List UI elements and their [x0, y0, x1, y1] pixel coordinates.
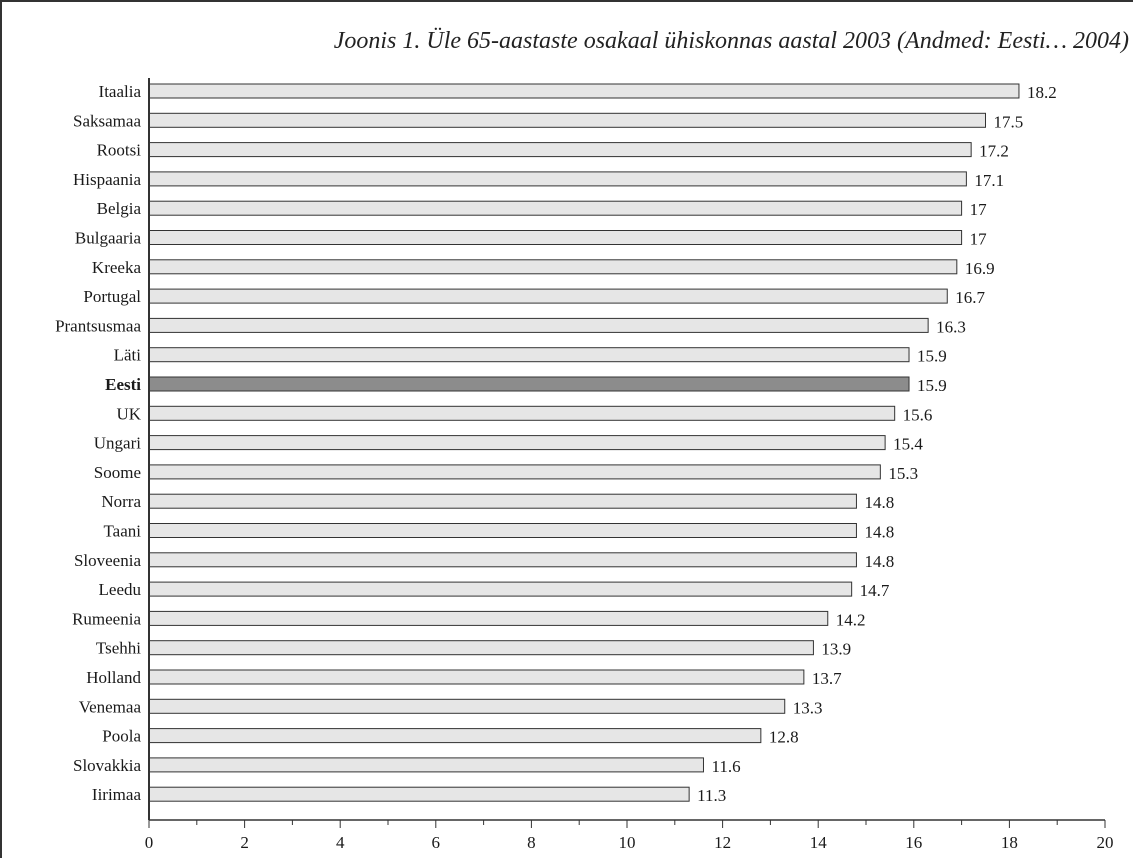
category-label: Ungari — [94, 434, 141, 453]
data-label: 15.6 — [903, 405, 933, 424]
category-label: UK — [116, 404, 141, 423]
category-label: Itaalia — [99, 82, 142, 101]
data-label: 17.2 — [979, 142, 1009, 161]
data-label: 11.6 — [711, 757, 740, 776]
bar — [148, 698, 786, 714]
bar — [148, 581, 853, 597]
data-label: 17.1 — [974, 171, 1004, 190]
data-label: 14.8 — [864, 552, 894, 571]
bar — [148, 112, 986, 128]
x-tick-label: 14 — [810, 833, 828, 852]
category-label: Rootsi — [97, 141, 142, 160]
bar — [148, 347, 910, 363]
data-label: 14.2 — [836, 610, 866, 629]
category-label: Portugal — [83, 287, 141, 306]
data-label: 16.9 — [965, 259, 995, 278]
bar — [148, 728, 762, 744]
category-label: Slovakkia — [73, 756, 141, 775]
data-label: 15.9 — [917, 347, 947, 366]
category-label: Rumeenia — [72, 609, 141, 628]
category-label: Norra — [101, 492, 141, 511]
x-tick-label: 10 — [619, 833, 636, 852]
bars-group: Itaalia 18.2 Saksamaa 17.5 Rootsi 17.2 Hispaan… — [55, 82, 1057, 805]
category-label: Venemaa — [79, 697, 142, 716]
bar — [148, 288, 948, 304]
category-label: Kreeka — [92, 258, 142, 277]
data-label: 13.3 — [793, 698, 823, 717]
category-label: Läti — [114, 346, 142, 365]
x-tick-label: 2 — [240, 833, 249, 852]
bar — [148, 171, 967, 187]
data-label: 16.3 — [936, 317, 966, 336]
data-label: 17 — [970, 230, 988, 249]
data-label: 14.8 — [864, 493, 894, 512]
data-label: 14.8 — [864, 523, 894, 542]
bar-highlight — [148, 376, 910, 392]
category-label: Saksamaa — [73, 111, 141, 130]
data-label: 12.8 — [769, 728, 799, 747]
x-tick-label: 16 — [905, 833, 922, 852]
bar — [148, 142, 972, 158]
category-label: Leedu — [99, 580, 142, 599]
x-tick-label: 4 — [336, 833, 345, 852]
bar — [148, 83, 1020, 99]
category-label: Eesti — [105, 375, 141, 394]
category-label: Soome — [94, 463, 141, 482]
bar — [148, 610, 829, 626]
bar — [148, 405, 896, 421]
bar — [148, 786, 690, 802]
data-label: 14.7 — [860, 581, 890, 600]
data-label: 18.2 — [1027, 83, 1057, 102]
category-label: Sloveenia — [74, 551, 141, 570]
data-label: 16.7 — [955, 288, 985, 307]
data-label: 11.3 — [697, 786, 726, 805]
category-label: Tsehhi — [96, 639, 141, 658]
category-label: Bulgaaria — [75, 229, 142, 248]
bar — [148, 200, 963, 216]
chart-title: Joonis 1. Üle 65-aastaste osakaal ühisko… — [333, 28, 1129, 54]
bar — [148, 464, 881, 480]
category-label: Poola — [102, 727, 141, 746]
bar — [148, 493, 857, 509]
bar — [148, 435, 886, 451]
data-label: 17 — [970, 200, 988, 219]
bar — [148, 317, 929, 333]
bar — [148, 259, 958, 275]
data-label: 15.4 — [893, 435, 923, 454]
category-label: Taani — [103, 522, 141, 541]
bar — [148, 230, 963, 245]
category-label: Hispaania — [73, 170, 141, 189]
bar — [148, 552, 857, 568]
x-tick-label: 0 — [145, 833, 154, 852]
data-label: 13.9 — [821, 640, 851, 659]
bar — [148, 757, 704, 773]
x-tick-label: 20 — [1097, 833, 1114, 852]
bar — [148, 523, 857, 538]
category-label: Prantsusmaa — [55, 316, 141, 335]
category-label: Iirimaa — [92, 785, 142, 804]
axes-group: 0 2 4 6 8 10 12 14 16 18 20 — [145, 78, 1114, 852]
x-tick-label: 12 — [714, 833, 731, 852]
data-label: 13.7 — [812, 669, 842, 688]
x-tick-label: 18 — [1001, 833, 1018, 852]
x-tick-label: 6 — [432, 833, 441, 852]
data-label: 15.9 — [917, 376, 947, 395]
category-label: Belgia — [97, 199, 142, 218]
category-label: Holland — [86, 668, 141, 687]
data-label: 15.3 — [888, 464, 918, 483]
x-tick-label: 8 — [527, 833, 536, 852]
bar — [148, 669, 805, 685]
bar — [148, 640, 814, 656]
data-label: 17.5 — [994, 112, 1024, 131]
